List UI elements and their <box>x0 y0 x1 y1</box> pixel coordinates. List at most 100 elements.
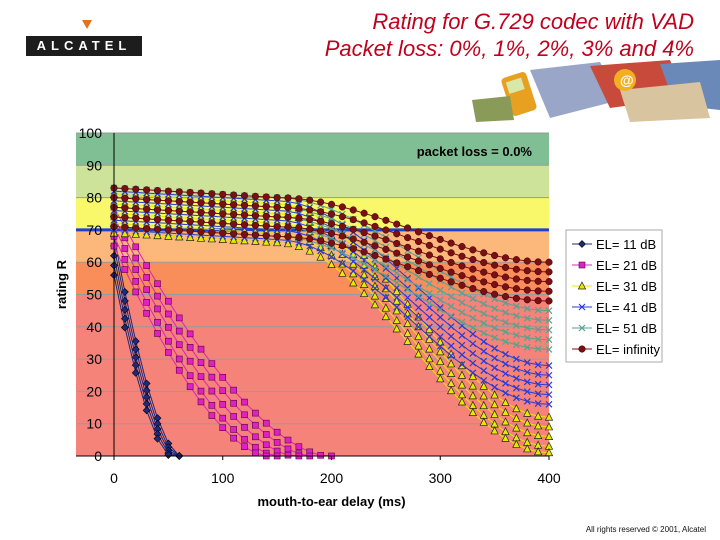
data-point <box>131 368 140 377</box>
data-point <box>338 222 346 230</box>
data-point <box>469 359 477 367</box>
data-point <box>457 370 467 379</box>
data-point <box>491 364 499 372</box>
data-point <box>317 198 325 206</box>
data-point <box>273 213 281 221</box>
data-point <box>545 287 553 295</box>
data-point <box>382 236 390 244</box>
data-point <box>381 311 391 321</box>
data-point <box>512 341 520 349</box>
data-point <box>284 194 292 202</box>
data-point <box>186 208 194 216</box>
data-point <box>132 224 140 232</box>
data-point <box>251 221 259 229</box>
data-point <box>436 356 445 365</box>
data-point <box>512 439 521 448</box>
data-point <box>480 258 488 267</box>
data-point <box>230 191 238 199</box>
data-point <box>425 261 433 269</box>
data-point <box>382 284 390 292</box>
data-point <box>142 406 151 415</box>
data-point <box>240 230 249 238</box>
data-point <box>175 217 183 225</box>
data-point <box>262 237 271 246</box>
data-point <box>491 251 499 260</box>
data-point <box>349 216 357 224</box>
data-point <box>403 318 412 327</box>
data-point <box>371 251 379 259</box>
data-point <box>447 342 455 350</box>
data-point <box>154 305 161 313</box>
data-point <box>469 324 477 332</box>
legend-label: EL= infinity <box>596 342 660 357</box>
data-point <box>349 254 357 262</box>
data-point <box>272 238 282 247</box>
data-point <box>501 433 510 442</box>
data-point <box>360 248 368 256</box>
data-point <box>480 367 488 375</box>
data-point <box>469 275 477 283</box>
data-point <box>230 434 237 442</box>
data-point <box>490 426 499 435</box>
data-point <box>132 243 140 251</box>
data-point <box>436 235 444 244</box>
data-point <box>338 268 347 277</box>
data-point <box>502 328 509 336</box>
data-point <box>252 433 259 441</box>
data-point <box>132 254 140 262</box>
data-point <box>436 374 445 383</box>
data-point <box>545 326 553 334</box>
data-point <box>328 244 335 252</box>
data-point <box>436 255 444 263</box>
legend-item-4: EL= 51 dB <box>572 321 657 336</box>
legend-item-5: EL= infinity <box>572 342 660 357</box>
data-point <box>382 226 390 234</box>
data-point <box>545 297 553 305</box>
data-point <box>175 188 183 196</box>
data-point <box>175 197 183 206</box>
data-point <box>132 266 140 273</box>
data-point <box>208 209 216 217</box>
data-point <box>502 318 509 326</box>
data-point <box>208 412 216 419</box>
data-point <box>502 360 509 368</box>
data-point <box>414 237 423 246</box>
data-point <box>533 421 543 430</box>
data-point <box>415 313 422 321</box>
data-point <box>533 411 543 420</box>
data-point <box>143 186 151 194</box>
data-point <box>240 201 249 209</box>
data-point <box>457 380 467 389</box>
data-point <box>425 241 433 249</box>
data-point <box>404 243 412 251</box>
data-point <box>252 449 259 457</box>
data-point <box>284 436 292 444</box>
data-point <box>447 278 455 286</box>
data-point <box>208 387 216 395</box>
title-line-1: Rating for G.729 codec with VAD <box>372 9 694 34</box>
data-point <box>404 263 412 271</box>
data-point <box>316 252 325 261</box>
legend-item-2: EL= 31 dB <box>572 279 657 294</box>
legend-item-3: EL= 41 dB <box>572 300 657 315</box>
data-point <box>349 225 357 233</box>
logo-wordmark: ALCATEL <box>26 36 142 56</box>
data-point <box>197 199 205 207</box>
data-point <box>382 265 390 272</box>
data-point <box>458 351 466 359</box>
data-point <box>360 260 368 268</box>
data-point <box>121 204 129 212</box>
data-point <box>153 206 162 214</box>
data-point <box>186 188 194 196</box>
data-point <box>447 283 455 291</box>
data-point <box>164 226 172 234</box>
data-point <box>121 194 129 202</box>
page-title: Rating for G.729 codec with VAD Packet l… <box>325 8 694 62</box>
data-point <box>349 245 357 253</box>
data-point <box>382 245 390 253</box>
data-point <box>359 288 369 297</box>
data-point <box>501 263 510 272</box>
data-point <box>338 232 346 240</box>
data-point <box>327 220 336 228</box>
